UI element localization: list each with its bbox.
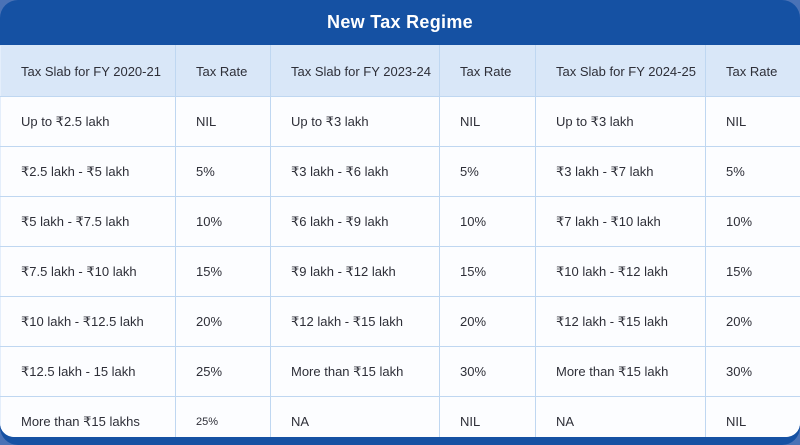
table-cell: NIL xyxy=(705,396,800,437)
table-cell: ₹12 lakh - ₹15 lakh xyxy=(270,296,440,347)
table-cell: ₹12 lakh - ₹15 lakh xyxy=(535,296,706,347)
table-cell: ₹6 lakh - ₹9 lakh xyxy=(270,196,440,247)
table-cell: 25% xyxy=(175,346,271,397)
table-cell: Up to ₹3 lakh xyxy=(270,96,440,147)
table-cell: 5% xyxy=(705,146,800,197)
table-cell: NIL xyxy=(439,396,536,437)
table-cell: More than ₹15 lakhs xyxy=(0,396,176,437)
table-cell: 5% xyxy=(175,146,271,197)
table-cell: ₹5 lakh - ₹7.5 lakh xyxy=(0,196,176,247)
table-cell: 10% xyxy=(439,196,536,247)
table-cell: NIL xyxy=(439,96,536,147)
table-row: ₹10 lakh - ₹12.5 lakh 20% ₹12 lakh - ₹15… xyxy=(0,296,800,347)
table-cell: 10% xyxy=(175,196,271,247)
table-cell: ₹3 lakh - ₹7 lakh xyxy=(535,146,706,197)
table-cell: Up to ₹3 lakh xyxy=(535,96,706,147)
column-header-tax-rate-3: Tax Rate xyxy=(705,45,800,97)
table-cell: 25% xyxy=(175,396,271,437)
card-header: New Tax Regime xyxy=(0,0,800,45)
tax-slab-table: Tax Slab for FY 2020-21 Tax Rate Tax Sla… xyxy=(0,45,800,437)
page-title: New Tax Regime xyxy=(327,12,473,32)
table-cell: ₹7.5 lakh - ₹10 lakh xyxy=(0,246,176,297)
table-cell: Up to ₹2.5 lakh xyxy=(0,96,176,147)
table-cell: 10% xyxy=(705,196,800,247)
table-cell: 20% xyxy=(439,296,536,347)
table-cell: 5% xyxy=(439,146,536,197)
column-header-tax-rate-2: Tax Rate xyxy=(439,45,536,97)
table-cell: NA xyxy=(535,396,706,437)
table-row: ₹2.5 lakh - ₹5 lakh 5% ₹3 lakh - ₹6 lakh… xyxy=(0,146,800,197)
table-cell: NA xyxy=(270,396,440,437)
column-header-slab-fy-2020-21: Tax Slab for FY 2020-21 xyxy=(0,45,176,97)
table-cell: 15% xyxy=(705,246,800,297)
table-row: ₹5 lakh - ₹7.5 lakh 10% ₹6 lakh - ₹9 lak… xyxy=(0,196,800,247)
table-cell: 15% xyxy=(439,246,536,297)
table-cell: More than ₹15 lakh xyxy=(535,346,706,397)
column-header-slab-fy-2023-24: Tax Slab for FY 2023-24 xyxy=(270,45,440,97)
column-header-slab-fy-2024-25: Tax Slab for FY 2024-25 xyxy=(535,45,706,97)
table-row: ₹7.5 lakh - ₹10 lakh 15% ₹9 lakh - ₹12 l… xyxy=(0,246,800,297)
table-row: More than ₹15 lakhs 25% NA NIL NA NIL xyxy=(0,396,800,437)
table-cell: 20% xyxy=(705,296,800,347)
table-cell: 30% xyxy=(439,346,536,397)
table-cell: NIL xyxy=(175,96,271,147)
table-cell: 20% xyxy=(175,296,271,347)
table-cell: ₹2.5 lakh - ₹5 lakh xyxy=(0,146,176,197)
table-row: Up to ₹2.5 lakh NIL Up to ₹3 lakh NIL Up… xyxy=(0,96,800,147)
table-cell: 15% xyxy=(175,246,271,297)
table-cell: 30% xyxy=(705,346,800,397)
table-cell: ₹10 lakh - ₹12.5 lakh xyxy=(0,296,176,347)
table-cell: NIL xyxy=(705,96,800,147)
column-header-tax-rate-1: Tax Rate xyxy=(175,45,271,97)
table-cell: ₹9 lakh - ₹12 lakh xyxy=(270,246,440,297)
tax-table-container: Tax Slab for FY 2020-21 Tax Rate Tax Sla… xyxy=(0,45,800,437)
table-header-row: Tax Slab for FY 2020-21 Tax Rate Tax Sla… xyxy=(0,45,800,97)
table-cell: ₹3 lakh - ₹6 lakh xyxy=(270,146,440,197)
table-cell: More than ₹15 lakh xyxy=(270,346,440,397)
table-row: ₹12.5 lakh - 15 lakh 25% More than ₹15 l… xyxy=(0,346,800,397)
table-cell: ₹10 lakh - ₹12 lakh xyxy=(535,246,706,297)
table-cell: ₹12.5 lakh - 15 lakh xyxy=(0,346,176,397)
table-cell: ₹7 lakh - ₹10 lakh xyxy=(535,196,706,247)
